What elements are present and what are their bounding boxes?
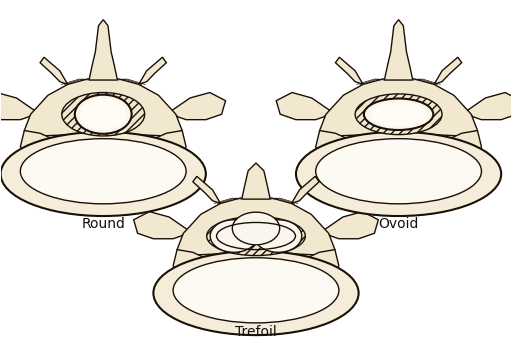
Circle shape — [210, 220, 258, 252]
Ellipse shape — [355, 94, 442, 134]
Polygon shape — [385, 20, 413, 80]
Polygon shape — [335, 57, 363, 84]
Polygon shape — [0, 92, 36, 120]
Polygon shape — [307, 250, 339, 280]
Polygon shape — [24, 78, 182, 136]
Ellipse shape — [364, 98, 433, 130]
Ellipse shape — [371, 102, 426, 127]
Circle shape — [232, 212, 280, 245]
Ellipse shape — [173, 258, 339, 323]
Polygon shape — [276, 92, 331, 120]
Polygon shape — [139, 57, 166, 84]
Polygon shape — [242, 163, 270, 199]
Ellipse shape — [20, 139, 186, 204]
Polygon shape — [316, 131, 347, 160]
Circle shape — [244, 228, 268, 244]
Polygon shape — [319, 78, 478, 136]
Ellipse shape — [154, 251, 358, 335]
Ellipse shape — [296, 132, 501, 216]
Polygon shape — [450, 131, 481, 160]
Polygon shape — [173, 250, 205, 280]
Polygon shape — [170, 92, 226, 120]
Ellipse shape — [1, 132, 206, 216]
Ellipse shape — [62, 92, 145, 136]
Polygon shape — [193, 176, 221, 203]
Circle shape — [254, 220, 302, 252]
Polygon shape — [89, 20, 117, 80]
Text: Trefoil: Trefoil — [235, 325, 277, 339]
Polygon shape — [134, 211, 189, 239]
Polygon shape — [40, 57, 68, 84]
Polygon shape — [291, 176, 319, 203]
Polygon shape — [177, 197, 335, 255]
Polygon shape — [466, 92, 512, 120]
Polygon shape — [323, 211, 378, 239]
Polygon shape — [434, 57, 462, 84]
Text: Round: Round — [81, 217, 125, 231]
Ellipse shape — [316, 139, 481, 204]
Polygon shape — [20, 131, 52, 160]
Text: Ovoid: Ovoid — [378, 217, 419, 231]
Ellipse shape — [80, 98, 126, 130]
Ellipse shape — [207, 216, 305, 256]
Polygon shape — [155, 131, 186, 160]
Ellipse shape — [75, 95, 132, 134]
